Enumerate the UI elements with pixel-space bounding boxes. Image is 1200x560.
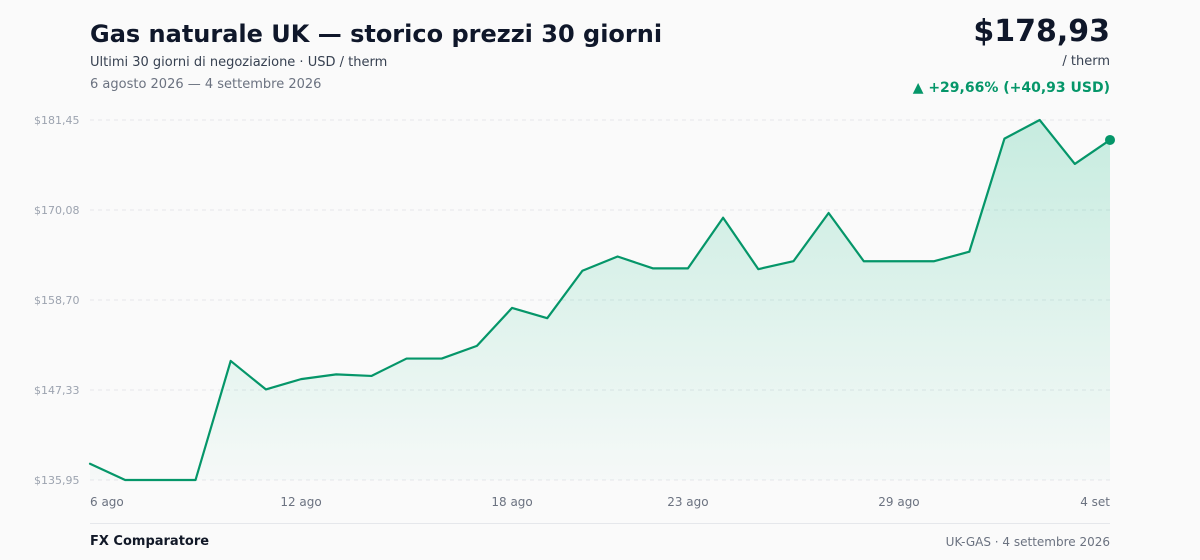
area-fill [90,120,1110,480]
price-change: ▲ +29,66% (+40,93 USD) [912,80,1110,96]
y-tick-label: $181,45 [34,114,80,127]
last-price-marker [1105,134,1115,145]
chart-header: Gas naturale UK — storico prezzi 30 gior… [90,18,662,93]
y-tick-label: $147,33 [34,384,80,397]
price-line [88,118,1112,482]
x-tick-label: 12 ago [280,495,321,509]
y-tick-label: $135,95 [34,474,80,487]
x-tick-label: 6 ago [90,495,124,509]
x-axis: 6 ago 12 ago 18 ago 23 ago 29 ago 4 set [90,495,1110,509]
current-price: $178,93 [973,14,1110,49]
price-summary: $178,93 / therm ▲ +29,66% (+40,93 USD) [913,14,1110,97]
y-axis: $181,45 $170,08 $158,70 $147,33 $135,95 [34,114,80,487]
y-tick-label: $158,70 [34,294,80,307]
price-unit: / therm [1062,54,1110,69]
x-tick-label: 4 set [1080,495,1110,509]
x-tick-label: 29 ago [878,495,919,509]
area-fill-layer [90,120,1110,480]
y-tick-label: $170,08 [34,204,80,217]
chart-subtitle: Ultimi 30 giorni di negoziazione · USD /… [90,55,388,70]
x-tick-label: 18 ago [491,495,532,509]
footer-divider [90,523,1110,524]
price-chart: $181,45 $170,08 $158,70 $147,33 $135,95 6 ag… [34,114,1115,509]
date-range: 6 agosto 2026 — 4 settembre 2026 [90,77,322,92]
footer-source: UK-GAS · 4 settembre 2026 [945,535,1110,549]
line-layer [88,118,1115,482]
brand-name: FX Comparatore [90,534,210,549]
chart-title: Gas naturale UK — storico prezzi 30 gior… [90,20,663,48]
x-tick-label: 23 ago [667,495,708,509]
